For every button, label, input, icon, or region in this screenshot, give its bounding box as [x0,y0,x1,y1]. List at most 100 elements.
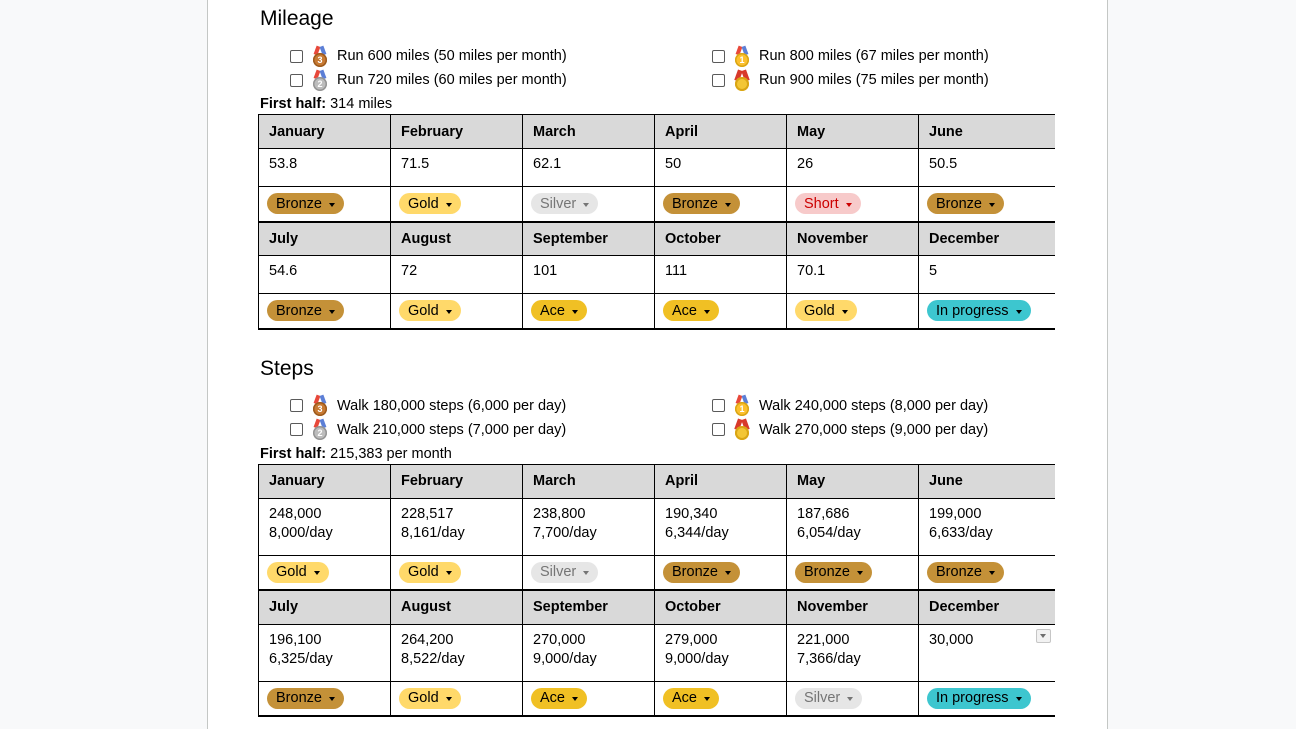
value-cell[interactable]: 30,000 [918,623,1055,682]
goal-label: Walk 210,000 steps (7,000 per day) [337,421,567,438]
value-cell[interactable]: 111 [654,255,787,294]
value-cell[interactable]: 238,800 7,700/day [522,497,655,556]
status-chip[interactable]: Gold [399,300,461,322]
status-chip[interactable]: Silver [795,687,863,709]
status-cell: Ace [654,293,787,330]
status-cell: Bronze [786,554,919,591]
status-chip[interactable]: Silver [531,561,599,583]
status-chip[interactable]: Gold [399,561,461,583]
status-chip[interactable]: Gold [795,300,857,322]
status-chip[interactable]: Gold [267,561,329,583]
table-status-row: Gold Gold Silver Bronze Bronze Bronze [258,554,1055,591]
chevron-down-icon [1015,697,1022,702]
month-header-cell: August [390,589,523,625]
status-chip[interactable]: Short [795,193,861,215]
status-chip[interactable]: Bronze [795,561,872,583]
goal-checkbox[interactable] [290,49,303,63]
medal-digit [735,426,749,440]
value-cell[interactable]: 50.5 [918,148,1055,187]
first-half-label: First half: [260,96,327,112]
value-cell[interactable]: 54.6 [258,255,391,294]
goal-item: Walk 270,000 steps (9,000 per day) [712,418,1054,442]
cell-dropdown-button[interactable] [1035,628,1051,643]
table-header-row: July August September October November D… [258,589,1055,625]
status-chip[interactable]: Bronze [927,561,1004,583]
value-cell[interactable]: 264,200 8,522/day [390,623,523,682]
value-cell[interactable]: 187,686 6,054/day [786,497,919,556]
value-cell[interactable]: 190,340 6,344/day [654,497,787,556]
chevron-down-icon [704,309,710,314]
value-cell[interactable]: 221,000 7,366/day [786,623,919,682]
value-cell[interactable]: 101 [522,255,655,294]
silver-medal-icon: 2 [312,70,328,91]
status-chip[interactable]: Ace [531,687,587,709]
value-cell[interactable]: 70.1 [786,255,919,294]
medal-digit: 3 [313,402,327,416]
goal-checkbox[interactable] [712,399,725,412]
status-cell: Silver [522,554,655,591]
value-cell[interactable]: 5 [918,255,1055,294]
status-chip[interactable]: Bronze [663,193,740,215]
value-cell[interactable]: 248,000 8,000/day [258,497,391,556]
value-cell[interactable]: 196,100 6,325/day [258,623,391,682]
value-cell[interactable]: 228,517 8,161/day [390,497,523,556]
value-cell[interactable]: 199,000 6,633/day [918,497,1055,556]
mileage-table: January February March April May June 53… [258,114,1055,330]
value-cell[interactable]: 270,000 9,000/day [522,623,655,682]
status-chip[interactable]: Bronze [663,561,740,583]
table-value-row: 248,000 8,000/day 228,517 8,161/day 238,80… [258,497,1055,556]
table-status-row: Bronze Gold Ace Ace Silver In progress [258,680,1055,717]
chevron-down-icon [583,571,590,576]
chevron-down-icon [445,202,452,207]
month-header-cell: February [390,114,523,149]
status-chip[interactable]: Bronze [927,193,1004,215]
goal-checkbox[interactable] [712,49,725,63]
medal-digit: 3 [313,52,327,67]
status-cell: Short [786,186,919,223]
status-chip[interactable]: Gold [399,193,461,215]
section-steps: Steps 3 Walk 180,000 steps (6,000 per da… [258,356,1055,717]
value-cell[interactable]: 62.1 [522,148,655,187]
status-cell: Gold [390,186,523,223]
month-header-cell: January [258,463,391,499]
value-cell[interactable]: 53.8 [258,148,391,187]
month-header-cell: April [654,463,787,499]
month-header-cell: September [522,221,655,256]
first-half-value: 215,383 per month [330,445,452,462]
status-chip[interactable]: Ace [663,687,719,709]
status-chip[interactable]: In progress [927,300,1031,322]
bronze-medal-icon: 3 [312,46,328,67]
status-chip[interactable]: Ace [663,300,719,322]
steps-goal-checklist: 3 Walk 180,000 steps (6,000 per day) 1 W… [258,394,1054,442]
month-header-cell: October [654,589,787,625]
medal-digit: 1 [735,402,749,416]
status-chip[interactable]: Silver [531,193,599,215]
status-chip[interactable]: Bronze [267,300,344,322]
goal-checkbox[interactable] [290,399,303,412]
value-cell[interactable]: 279,000 9,000/day [654,623,787,682]
document-content: Mileage 3 Run 600 miles (50 miles per mo… [258,0,1055,717]
silver-medal-icon: 2 [312,419,328,440]
goal-checkbox[interactable] [290,73,303,87]
status-cell: Bronze [918,186,1055,223]
chevron-down-icon [583,202,590,207]
status-chip[interactable]: In progress [927,687,1031,709]
sports-medal-icon [734,70,750,91]
goal-item: 3 Run 600 miles (50 miles per month) [258,44,712,68]
goal-checkbox[interactable] [712,423,725,436]
goal-checkbox[interactable] [712,73,725,87]
value-cell[interactable]: 72 [390,255,523,294]
value-cell[interactable]: 26 [786,148,919,187]
status-chip[interactable]: Bronze [267,687,344,709]
gold-medal-icon: 1 [734,46,750,67]
goal-item: 3 Walk 180,000 steps (6,000 per day) [258,394,712,418]
month-header-cell: October [654,221,787,256]
value-cell[interactable]: 71.5 [390,148,523,187]
status-chip[interactable]: Gold [399,687,461,709]
value-cell[interactable]: 50 [654,148,787,187]
status-chip[interactable]: Bronze [267,193,344,215]
goal-checkbox[interactable] [290,423,303,436]
status-chip[interactable]: Ace [531,300,587,322]
chevron-down-icon [856,571,863,576]
